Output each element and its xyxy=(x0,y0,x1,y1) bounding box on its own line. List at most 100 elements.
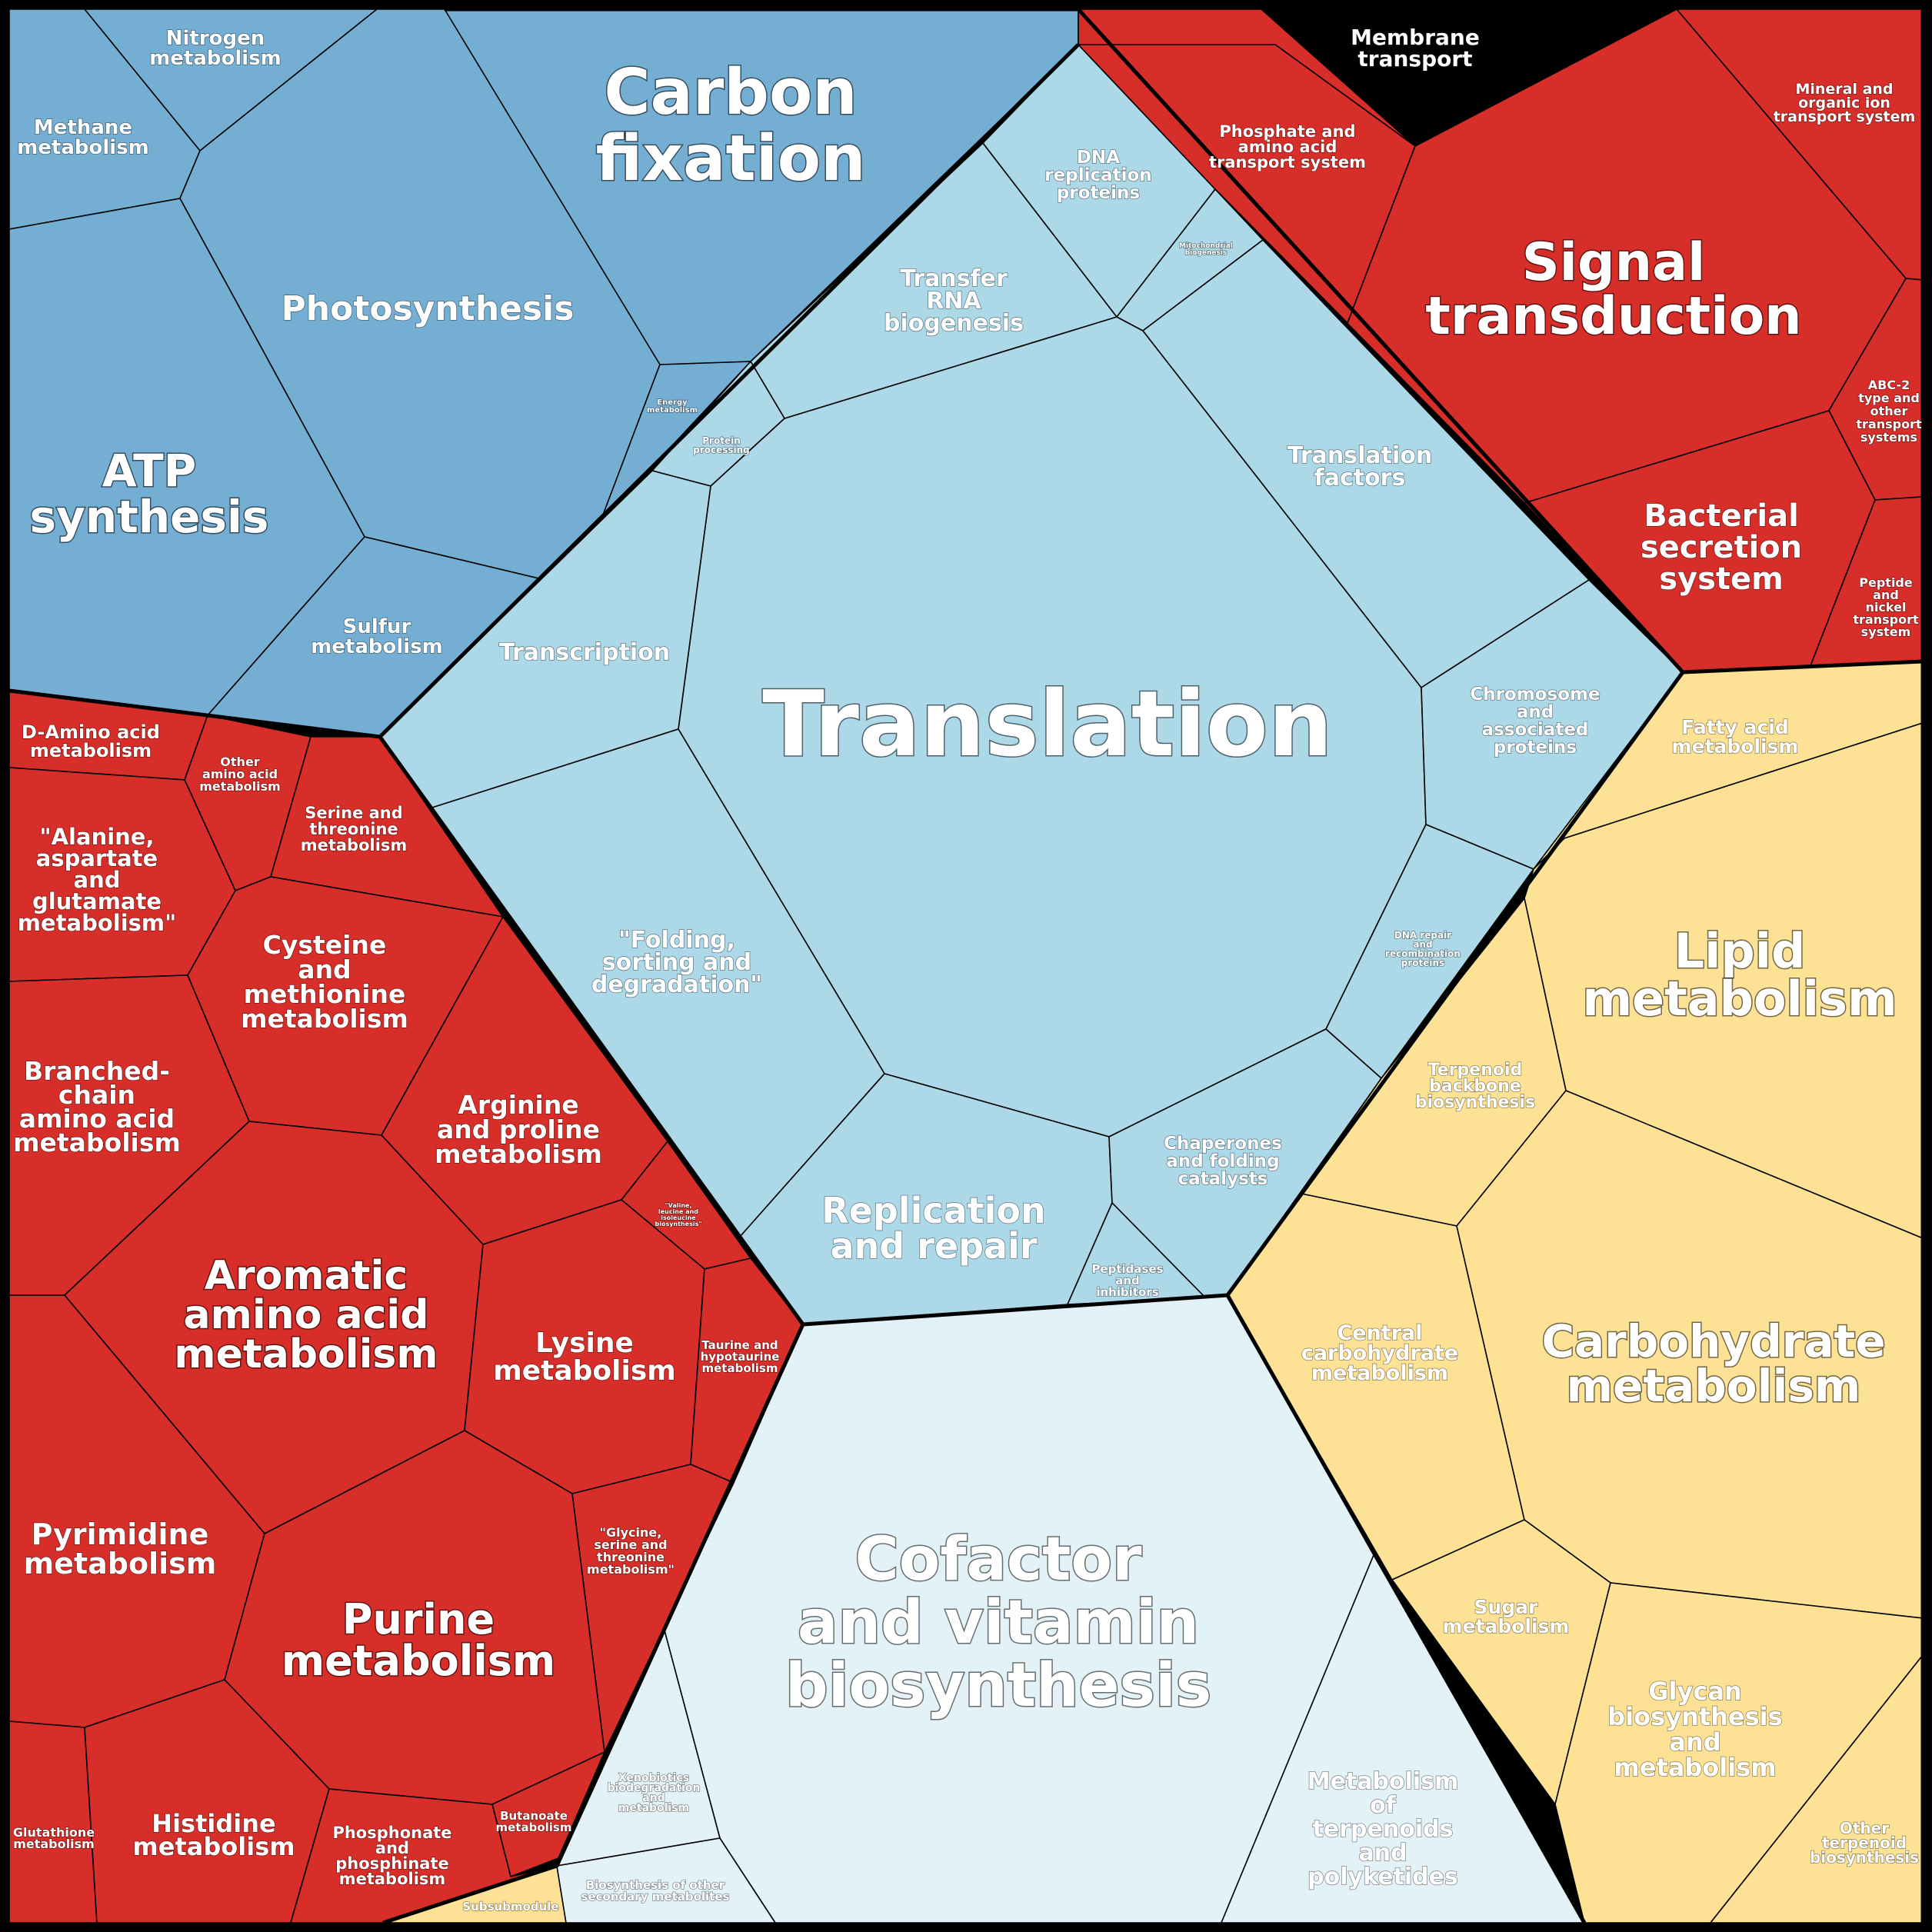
signal-transduction-line: Signal xyxy=(1522,232,1706,293)
folding-line: "Folding, xyxy=(618,927,735,954)
chromosome-line: associated xyxy=(1482,720,1589,740)
butanoate-line: Butanoate xyxy=(500,1809,568,1823)
group-border xyxy=(1225,1294,1587,1924)
glycan-line: metabolism xyxy=(1614,1753,1776,1782)
glycine-label: "Glycine, serine and threonine metabolism" xyxy=(587,1525,675,1577)
phosphonate-line: Phosphonate xyxy=(332,1824,451,1842)
peptide-nickel-line: transport xyxy=(1853,612,1919,627)
cysteine-line: methionine xyxy=(244,979,406,1009)
chromosome-label: Chromosome and associated proteins xyxy=(1470,685,1600,758)
nitrogen-line: Nitrogen xyxy=(166,27,265,50)
dna-repair-line: DNA repair xyxy=(1394,930,1451,941)
phosphate-transport-line: transport system xyxy=(1209,153,1366,172)
carbohydrate-line: Carbohydrate xyxy=(1541,1315,1885,1367)
mineral-transport-line: transport system xyxy=(1774,108,1916,125)
cysteine-label: Cysteine and methionine metabolism xyxy=(241,930,408,1034)
membrane-transport-label: Membrane transport xyxy=(1351,25,1480,72)
chaperones-line: and folding xyxy=(1166,1151,1279,1171)
arginine-line: Arginine xyxy=(458,1090,578,1120)
chromosome-line: and xyxy=(1517,702,1554,722)
mito-biogenesis-line: biogenesis xyxy=(1185,249,1227,257)
terpenoids-polyketides-line: Metabolism xyxy=(1307,1768,1459,1795)
valine-line: "Valine, xyxy=(665,1202,692,1209)
cofactor-label: Cofactor and vitamin biosynthesis xyxy=(785,1525,1211,1720)
folding-line: sorting and xyxy=(602,949,751,976)
translation-factors-line: factors xyxy=(1314,465,1406,491)
aromatic-label: Aromatic amino acid metabolism xyxy=(174,1253,438,1377)
terpenoids-polyketides-line: of xyxy=(1370,1792,1397,1819)
peptidases-line: and xyxy=(1115,1274,1140,1287)
secondary-metabolites-line: secondary metabolites xyxy=(581,1890,730,1904)
phosphate-transport-label: Phosphate and amino acid transport system xyxy=(1209,122,1366,172)
translation-line: Translation xyxy=(762,671,1333,777)
abc2-line: other xyxy=(1870,404,1908,418)
replication-repair-label: Replication and repair xyxy=(821,1190,1046,1267)
carbohydrate-line: metabolism xyxy=(1567,1360,1861,1412)
lipid-line: Lipid xyxy=(1674,923,1806,979)
arginine-line: and proline xyxy=(437,1114,600,1144)
fatty-acid-line: Fatty acid xyxy=(1681,716,1789,738)
alanine-line: metabolism" xyxy=(18,910,176,936)
other-amino-label: Other amino acid metabolism xyxy=(199,754,281,794)
branched-line: metabolism xyxy=(13,1128,181,1158)
translation-factors-line: Translation xyxy=(1287,442,1433,469)
atp-synthesis-line: synthesis xyxy=(30,491,269,543)
butanoate-line: metabolism xyxy=(496,1820,572,1834)
purine-line: Purine xyxy=(342,1595,495,1644)
signal-transduction-line: transduction xyxy=(1425,286,1801,347)
atp-synthesis-label: ATP synthesis xyxy=(30,445,269,543)
transcription-label: Transcription xyxy=(499,639,670,666)
abc2-line: type and xyxy=(1858,391,1920,405)
dna-repair-line: and xyxy=(1413,939,1432,950)
other-amino-line: metabolism xyxy=(199,779,281,794)
peptidases-label: Peptidases and inhibitors xyxy=(1091,1262,1163,1299)
alanine-line: and xyxy=(74,867,121,893)
xenobiotics-label: Xenobiotics biodegradation and metabolism xyxy=(608,1772,701,1814)
histidine-line: metabolism xyxy=(132,1832,295,1861)
pyrimidine-label: Pyrimidine metabolism xyxy=(24,1517,217,1581)
central-carb-line: metabolism xyxy=(1311,1361,1448,1385)
branched-line: chain xyxy=(58,1080,135,1110)
abc2-line: ABC-2 xyxy=(1868,378,1910,392)
glutathione-line: metabolism xyxy=(13,1837,95,1851)
xenobiotics-line: and xyxy=(642,1792,665,1804)
nitrogen-line: metabolism xyxy=(149,47,281,70)
sugar-line: metabolism xyxy=(1443,1615,1570,1637)
peptide-nickel-line: Peptide xyxy=(1859,575,1913,590)
peptide-nickel-line: system xyxy=(1861,625,1911,639)
phosphate-transport-line: amino acid xyxy=(1238,138,1337,156)
d-amino-line: D-Amino acid xyxy=(22,721,160,743)
branched-line: Branched- xyxy=(24,1056,170,1086)
arginine-label: Arginine and proline metabolism xyxy=(435,1090,602,1169)
translation-label: Translation xyxy=(762,671,1333,777)
histidine-line: Histidine xyxy=(152,1809,275,1838)
xenobiotics-line: biodegradation xyxy=(608,1782,701,1794)
peptidases-line: inhibitors xyxy=(1096,1285,1158,1299)
dna-repair-line: recombination xyxy=(1385,948,1461,959)
terpenoids-polyketides-line: and xyxy=(1358,1840,1407,1867)
d-amino-label: D-Amino acid metabolism xyxy=(22,721,160,761)
abc2-line: systems xyxy=(1860,430,1917,445)
trna-line: RNA xyxy=(926,288,981,315)
folding-line: degradation" xyxy=(591,971,762,998)
abc2-label: ABC-2 type and other transport systems xyxy=(1856,378,1922,445)
translation-factors-label: Translation factors xyxy=(1287,442,1433,491)
butanoate-label: Butanoate metabolism xyxy=(496,1809,572,1834)
histidine-label: Histidine metabolism xyxy=(132,1809,295,1861)
branched-label: Branched-chain amino acid metabolism xyxy=(13,1056,181,1158)
dna-replication-line: replication xyxy=(1044,165,1151,185)
cysteine-line: and xyxy=(298,954,351,984)
chromosome-line: proteins xyxy=(1494,738,1577,758)
abc2-line: transport xyxy=(1856,417,1922,431)
aromatic-line: metabolism xyxy=(174,1331,438,1377)
glutathione-line: Glutathione xyxy=(13,1825,95,1840)
glutathione-cell xyxy=(8,1720,98,1924)
valine-line: isoleucine xyxy=(661,1214,696,1221)
serine-threonine-line: threonine xyxy=(309,820,398,838)
lipid-line: metabolism xyxy=(1582,971,1897,1027)
cofactor-line: biosynthesis xyxy=(785,1651,1211,1720)
group-border xyxy=(378,735,805,1925)
valine-line: leucine and xyxy=(658,1208,698,1215)
